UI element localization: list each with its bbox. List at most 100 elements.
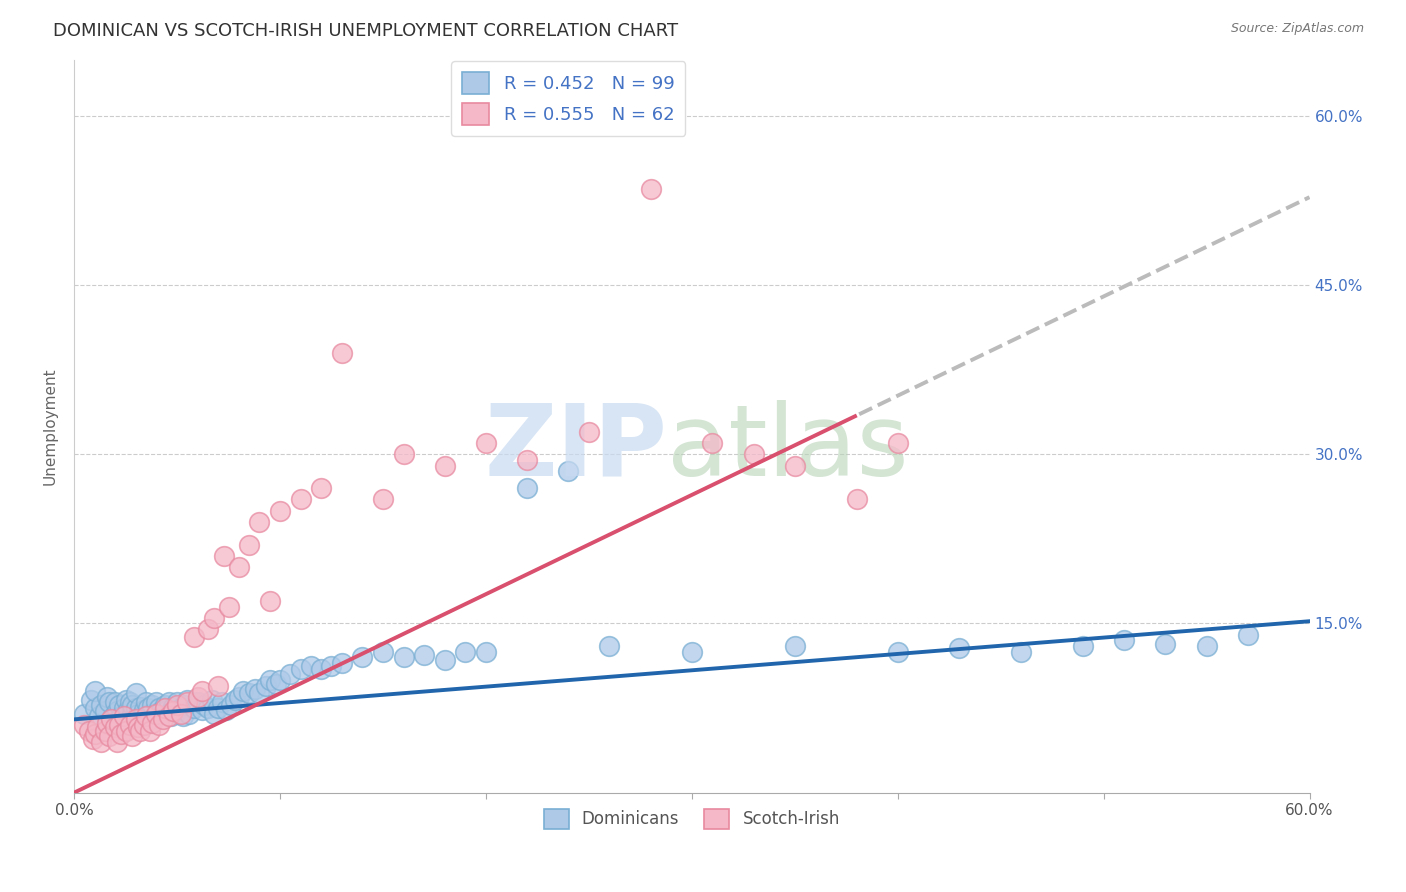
Point: [131, 709, 153, 723]
Point: [352, 650, 374, 665]
Point: [118, 695, 141, 709]
Point: [232, 684, 254, 698]
Point: [224, 693, 246, 707]
Point: [104, 695, 127, 709]
Point: [170, 701, 193, 715]
Point: [245, 681, 267, 696]
Point: [98, 729, 121, 743]
Point: [413, 648, 436, 662]
Point: [309, 662, 332, 676]
Point: [104, 720, 127, 734]
Point: [228, 560, 250, 574]
Point: [174, 698, 197, 712]
Point: [132, 718, 155, 732]
Point: [90, 698, 112, 712]
Point: [141, 715, 163, 730]
Point: [167, 706, 190, 721]
Point: [247, 515, 270, 529]
Point: [157, 709, 180, 723]
Point: [1114, 633, 1136, 648]
Point: [129, 723, 152, 738]
Point: [433, 458, 456, 473]
Point: [108, 718, 131, 732]
Point: [886, 645, 908, 659]
Point: [135, 709, 157, 723]
Text: ZIP: ZIP: [484, 400, 666, 497]
Point: [309, 481, 332, 495]
Point: [557, 464, 579, 478]
Point: [290, 492, 312, 507]
Point: [94, 723, 117, 738]
Point: [153, 701, 176, 715]
Point: [105, 705, 128, 719]
Point: [86, 720, 108, 734]
Point: [139, 706, 162, 721]
Point: [247, 686, 270, 700]
Point: [783, 458, 806, 473]
Point: [127, 720, 149, 734]
Point: [117, 703, 139, 717]
Point: [201, 693, 224, 707]
Point: [190, 703, 212, 717]
Y-axis label: Unemployment: Unemployment: [44, 368, 58, 485]
Point: [125, 701, 148, 715]
Point: [104, 706, 127, 721]
Point: [145, 706, 167, 721]
Point: [742, 447, 765, 461]
Point: [135, 695, 157, 709]
Point: [139, 723, 162, 738]
Point: [475, 645, 498, 659]
Point: [162, 705, 184, 719]
Point: [202, 706, 225, 721]
Point: [392, 447, 415, 461]
Point: [152, 712, 174, 726]
Point: [156, 703, 179, 717]
Point: [269, 673, 291, 687]
Point: [254, 679, 277, 693]
Point: [121, 729, 143, 743]
Point: [783, 639, 806, 653]
Point: [290, 662, 312, 676]
Point: [371, 492, 394, 507]
Point: [259, 673, 281, 687]
Point: [152, 706, 174, 721]
Point: [141, 698, 163, 712]
Point: [215, 703, 238, 717]
Point: [160, 709, 183, 723]
Point: [190, 684, 212, 698]
Point: [162, 700, 184, 714]
Point: [845, 492, 868, 507]
Point: [114, 693, 136, 707]
Point: [108, 698, 131, 712]
Point: [125, 686, 148, 700]
Point: [454, 645, 477, 659]
Point: [218, 599, 240, 614]
Point: [148, 718, 170, 732]
Point: [948, 641, 970, 656]
Point: [145, 695, 167, 709]
Point: [82, 731, 104, 746]
Point: [475, 436, 498, 450]
Point: [73, 718, 96, 732]
Point: [392, 650, 415, 665]
Point: [1010, 645, 1032, 659]
Point: [330, 656, 353, 670]
Point: [1071, 639, 1094, 653]
Point: [166, 705, 188, 719]
Point: [121, 698, 143, 712]
Point: [207, 679, 229, 693]
Point: [202, 611, 225, 625]
Point: [79, 693, 101, 707]
Point: [264, 677, 287, 691]
Point: [96, 715, 118, 730]
Point: [170, 706, 193, 721]
Point: [105, 735, 128, 749]
Point: [330, 346, 353, 360]
Point: [157, 695, 180, 709]
Point: [176, 695, 198, 709]
Point: [110, 709, 132, 723]
Point: [516, 453, 538, 467]
Point: [183, 630, 205, 644]
Point: [83, 684, 105, 698]
Point: [193, 698, 215, 712]
